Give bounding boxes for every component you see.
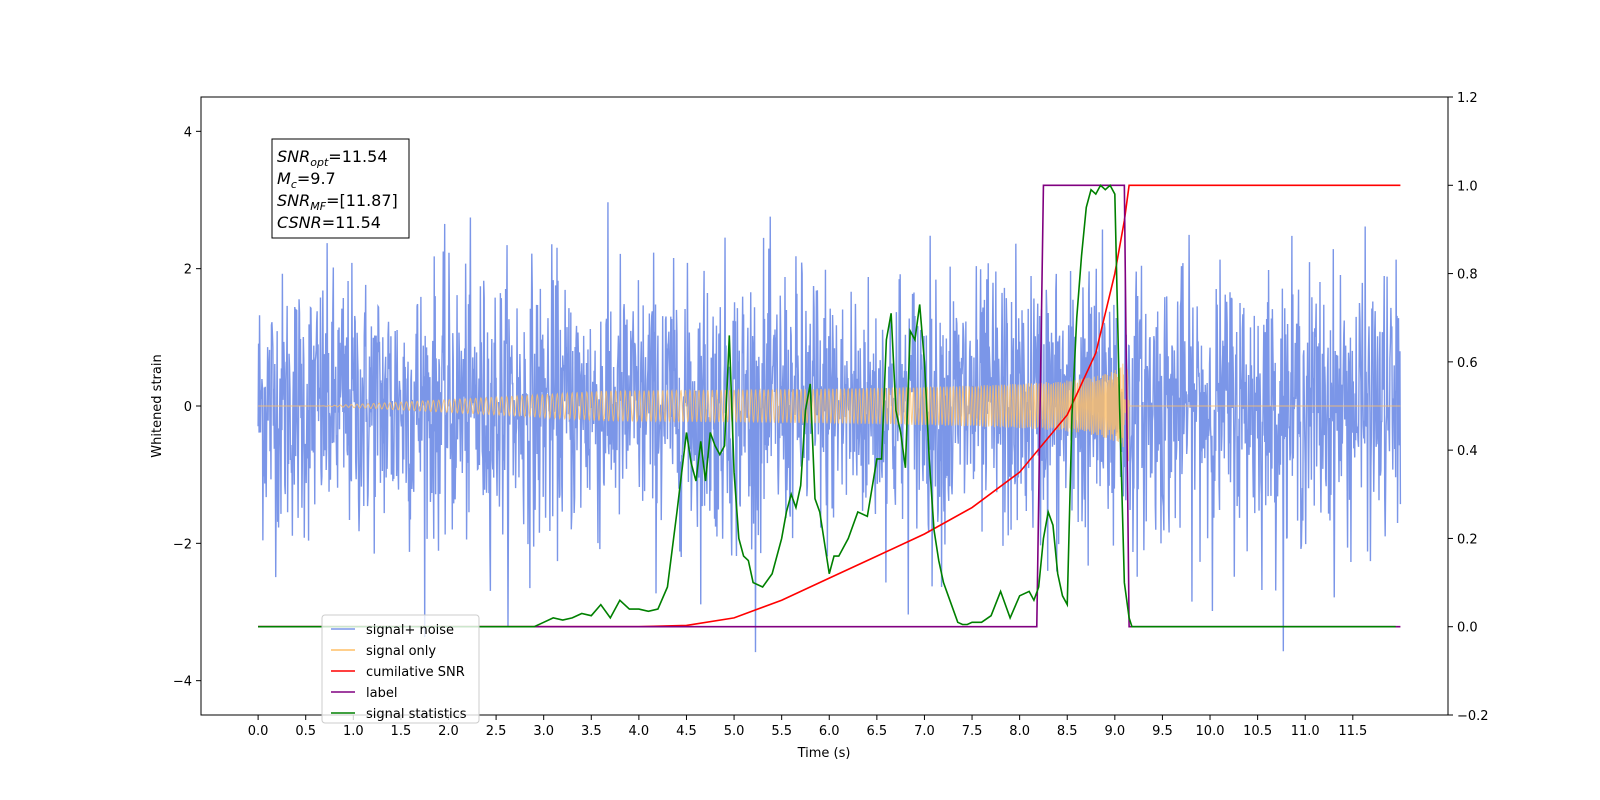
annotation-line: SNRopt=11.54 [277,147,388,169]
y-left-tick-label: 4 [184,125,192,140]
x-tick-label: 2.0 [438,724,459,739]
x-tick-label: 3.0 [533,724,554,739]
x-tick-label: 7.0 [914,724,935,739]
x-tick-label: 9.0 [1104,724,1125,739]
y-right-tick-label: 0.6 [1457,356,1478,371]
legend-label: signal statistics [366,707,467,722]
x-tick-label: 1.5 [391,724,412,739]
annotation-box-frame [271,138,410,239]
annotation-line: SNRMF=[11.87] [277,191,398,213]
y-axis-right: −0.2 0.0 0.2 0.4 0.6 0.8 1.0 1.2 [1448,91,1489,724]
x-axis: 0.0 0.5 1.0 1.5 2.0 2.5 3.0 3.5 4.0 4.5 5.0 5.5 6.0 6… [248,715,1367,739]
x-tick-label: 11.0 [1291,724,1320,739]
x-tick-label: 8.0 [1009,724,1030,739]
x-tick-label: 5.5 [771,724,792,739]
x-tick-label: 3.5 [581,724,602,739]
x-tick-label: 2.5 [486,724,507,739]
y-right-tick-label: 0.0 [1457,621,1478,636]
y-axis-left: −4 −2 0 2 4 [173,125,201,690]
x-tick-label: 1.0 [343,724,364,739]
x-axis-label: Time (s) [797,746,851,761]
y-left-tick-label: 2 [184,263,192,278]
y-left-tick-label: −4 [173,675,192,690]
plot-area [257,184,1402,653]
annotation-line: Mc=9.7 [277,169,336,191]
x-tick-label: 8.5 [1057,724,1078,739]
x-tick-label: 4.0 [629,724,650,739]
legend-label: label [366,686,397,701]
y-right-tick-label: 0.4 [1457,444,1478,459]
x-tick-label: 10.0 [1196,724,1225,739]
annotation-box: SNRopt=11.54Mc=9.7SNRMF=[11.87]CSNR=11.5… [271,138,410,239]
legend-frame [321,614,480,724]
y-axis-left-label: Whitened strain [150,354,165,457]
x-tick-label: 4.5 [676,724,697,739]
y-right-tick-label: 1.0 [1457,179,1478,194]
x-tick-label: 11.5 [1338,724,1367,739]
series-signal-noise-line [257,202,1402,653]
series-signal-only-line [258,363,1401,462]
x-tick-label: 5.0 [724,724,745,739]
legend-label: signal+ noise [366,623,454,638]
x-tick-label: 0.5 [295,724,316,739]
x-tick-label: 7.5 [962,724,983,739]
legend-label: cumilative SNR [366,665,465,680]
y-left-tick-label: −2 [173,537,192,552]
y-left-tick-label: 0 [184,400,192,415]
x-tick-label: 0.0 [248,724,269,739]
series-signal-statistics-line [258,184,1396,628]
y-right-tick-label: 0.8 [1457,268,1478,283]
y-right-tick-label: 1.2 [1457,91,1478,106]
x-tick-label: 9.5 [1152,724,1173,739]
legend-label: signal only [366,644,436,659]
series-cumilative-snr-line [258,184,1401,628]
x-tick-label: 6.0 [819,724,840,739]
legend: signal+ noise signal only cumilative SNR la… [321,614,480,724]
y-right-tick-label: −0.2 [1457,709,1489,724]
x-tick-label: 6.5 [867,724,888,739]
annotation-line: CSNR=11.54 [277,213,381,232]
x-tick-label: 10.5 [1243,724,1272,739]
y-right-tick-label: 0.2 [1457,532,1478,547]
